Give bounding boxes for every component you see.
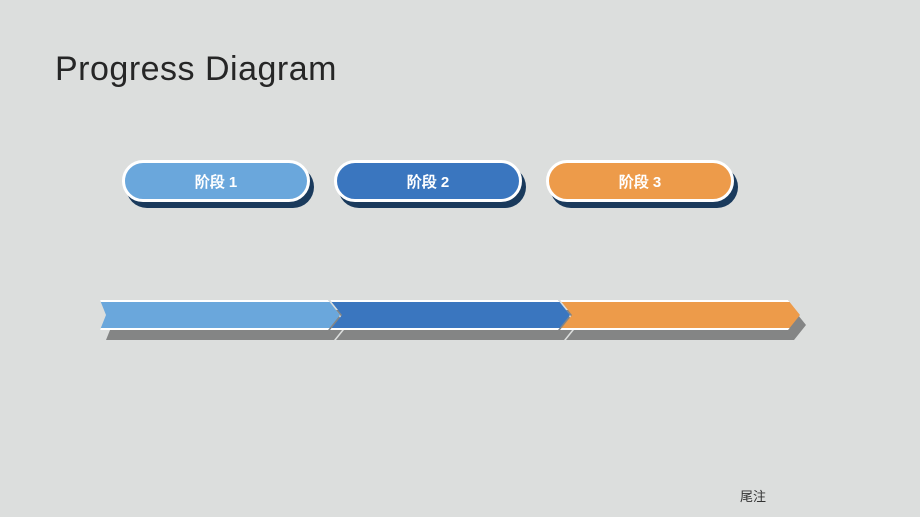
slide: Progress Diagram 阶段 1 阶段 2 阶段 3 尾注 <box>0 0 920 517</box>
stage-pill-label: 阶段 3 <box>619 171 662 192</box>
arrow-segment-border <box>560 300 800 330</box>
stage-pill-label: 阶段 1 <box>195 171 238 192</box>
arrow-main <box>100 300 800 330</box>
arrow-segment-1 <box>100 300 340 330</box>
stage-pill-2: 阶段 2 <box>334 160 522 202</box>
arrow-row <box>100 300 800 340</box>
arrow-segment-2 <box>330 300 570 330</box>
footer-note: 尾注 <box>740 486 766 505</box>
arrow-segment-border <box>330 300 570 330</box>
arrow-segment-3 <box>560 300 800 330</box>
slide-title: Progress Diagram <box>55 50 337 89</box>
stage-pill-label: 阶段 2 <box>407 171 450 192</box>
stage-pill-1: 阶段 1 <box>122 160 310 202</box>
arrow-segment-border <box>100 300 340 330</box>
stage-pill-3: 阶段 3 <box>546 160 734 202</box>
